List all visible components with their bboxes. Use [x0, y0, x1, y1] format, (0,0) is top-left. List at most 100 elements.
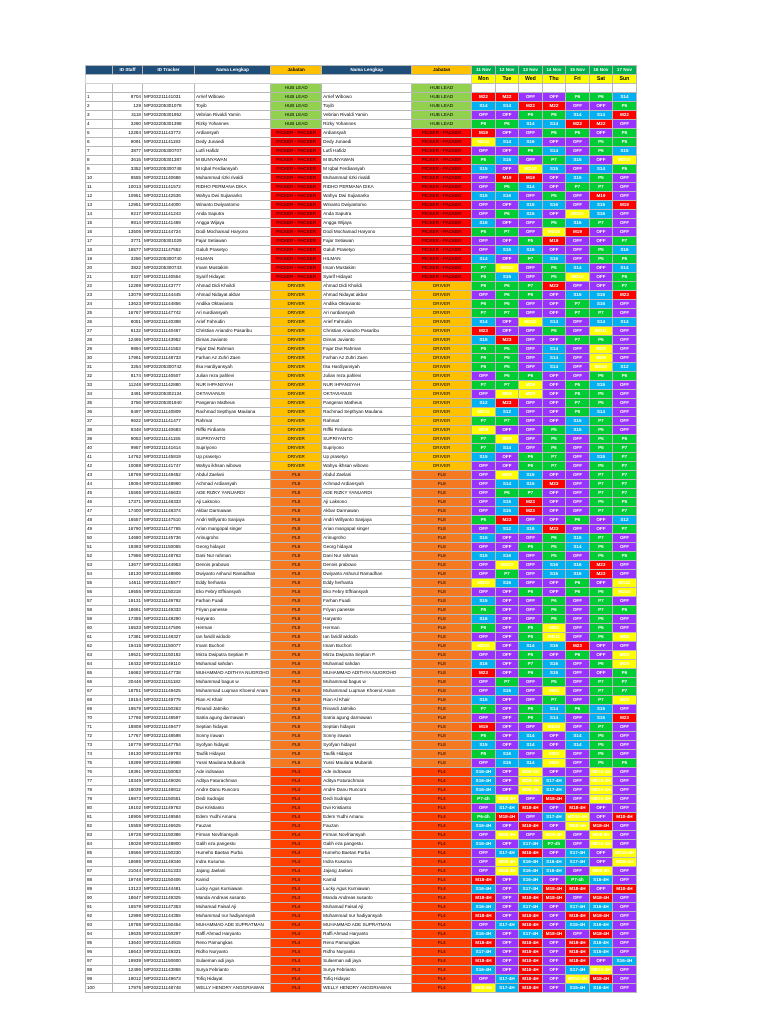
shift-cell: P6 — [541, 110, 567, 120]
shift-cell: S15 — [494, 245, 520, 255]
shift-cell: OFF — [518, 569, 543, 579]
name-cell-2: Christian Ariandro Pasaribu — [321, 326, 413, 336]
name-cell-2: Supriyono — [321, 443, 413, 453]
table-row: 45 15565 MP202211146633 ADE RIZKY YANUARDI F… — [85, 488, 637, 498]
header-day: Fri — [565, 74, 590, 84]
id-staff-cell: 19788 — [112, 920, 143, 930]
shift-cell: S14 — [541, 146, 567, 156]
shift-cell: P6 — [471, 119, 496, 129]
shift-cell: OFF — [588, 848, 614, 858]
shift-cell: S15 — [471, 551, 496, 561]
jabatan-cell-2: FL8 — [411, 704, 473, 714]
id-staff-cell: 18685 — [112, 857, 143, 867]
name-cell: Friyan panesse — [193, 605, 272, 615]
shift-cell: OFF — [518, 614, 543, 624]
shift-cell: OFF — [541, 488, 567, 498]
row-number: 55 — [85, 578, 113, 588]
shift-cell — [612, 83, 637, 93]
header-date: 14 Nov — [541, 65, 567, 75]
shift-cell: M22 — [471, 92, 496, 102]
shift-cell: OFF — [518, 560, 543, 570]
shift-cell: S14 — [471, 317, 496, 327]
row-number: 49 — [85, 524, 113, 534]
row-number: 11 — [85, 182, 113, 192]
shift-cell: M19 — [494, 173, 520, 183]
table-row: 93 19788 MP202211150454 MUHAMMAD ADE SUPRAT… — [85, 920, 637, 930]
jabatan-cell-2: FL8 — [411, 551, 473, 561]
shift-cell: P6 — [588, 587, 614, 597]
name-cell-2: Muhamad Faisal Aji — [321, 902, 413, 912]
table-row: 94 19635 MP202211150297 Raffi Ahmad Haryant… — [85, 929, 637, 939]
row-number: 43 — [85, 470, 113, 480]
shift-cell: S16 — [588, 299, 614, 309]
id-tracker-cell: MP202205300740 — [142, 254, 195, 264]
name-cell-2: Ahmad Nidayat akbar — [321, 290, 413, 300]
jabatan-cell-2: PICKER - PACKER — [411, 200, 473, 210]
shift-cell: OFF — [471, 677, 496, 687]
table-row: 16 13505 MP202211144724 Dodi Mochamad Haryo… — [85, 227, 637, 237]
jabatan-cell-2: DRIVER — [411, 407, 473, 417]
jabatan-cell-2: FL8 — [411, 623, 473, 633]
row-number: 39 — [85, 434, 113, 444]
jabatan-cell-2: FL8 — [411, 659, 473, 669]
shift-cell: P7 — [518, 254, 543, 264]
shift-cell: OFF — [541, 578, 567, 588]
id-staff-cell: 19102 — [112, 803, 143, 813]
id-staff-cell: 16779 — [112, 740, 143, 750]
shift-cell: OFF — [518, 218, 543, 228]
table-row: 29 9894 MP202211141553 Fajar Dwi Rahman DRIV… — [85, 344, 637, 354]
jabatan-cell-2: DRIVER — [411, 461, 473, 471]
jabatan-cell: DRIVER — [270, 326, 323, 336]
jabatan-cell-2: DRIVER — [411, 308, 473, 318]
shift-cell: P6 — [612, 668, 637, 678]
shift-cell: OFF — [588, 263, 614, 273]
shift-cell: P6 — [565, 515, 590, 525]
shift-cell: P6-4h — [471, 812, 496, 822]
jabatan-cell-2: FL8 — [411, 524, 473, 534]
shift-cell: OFF — [541, 731, 567, 741]
shift-cell: S16 — [588, 209, 614, 219]
jabatan-cell: PICKER - PACKER — [270, 146, 323, 156]
id-staff-cell: 18039 — [112, 785, 143, 795]
header-nama-lengkap: Nama Lengkap — [193, 65, 272, 75]
shift-cell: OFF — [518, 425, 543, 435]
id-tracker-cell: MP202211146625 — [142, 821, 195, 831]
row-number: 17 — [85, 236, 113, 246]
shift-cell: MD8 — [541, 686, 567, 696]
shift-cell: OFF — [541, 803, 567, 813]
name-cell: WELLY HENDRY ANGGRIAWAN — [193, 983, 272, 993]
shift-cell: OFF — [565, 506, 590, 516]
jabatan-cell: DRIVER — [270, 317, 323, 327]
name-cell-2: M BUNYAWAN — [321, 155, 413, 165]
table-row: 62 19415 MP202211150077 Imam Buchori FL8 Imam… — [85, 641, 637, 651]
jabatan-cell: PICKER - PACKER — [270, 137, 323, 147]
shift-cell: P5 — [612, 434, 637, 444]
shift-cell: OFF — [612, 416, 637, 426]
row-number: 7 — [85, 146, 113, 156]
table-row: 6 9091 MP202211141193 Dedy Junaedi PICKER - … — [85, 137, 637, 147]
shift-cell: OFF — [494, 632, 520, 642]
id-staff-cell: 19415 — [112, 641, 143, 651]
shift-cell: P5 — [541, 677, 567, 687]
jabatan-cell-2: FL8 — [411, 497, 473, 507]
shift-cell: OFF — [588, 641, 614, 651]
shift-cell: P6 — [588, 551, 614, 561]
name-cell: Rachmad Septhyan Maulana — [193, 407, 272, 417]
shift-cell: M23 — [588, 569, 614, 579]
shift-cell: P6 — [494, 290, 520, 300]
jabatan-cell-2: HUB LEAD — [411, 101, 473, 111]
table-row: 41 14762 MP202211145819 Up prasetyo DRIVER Up… — [85, 452, 637, 462]
row-number: 3 — [85, 110, 113, 120]
row-number: 62 — [85, 641, 113, 651]
shift-cell: OFF — [612, 299, 637, 309]
shift-cell: P7 — [565, 308, 590, 318]
jabatan-cell: FL8 — [270, 695, 323, 705]
row-number: 54 — [85, 569, 113, 579]
jabatan-cell-2: DRIVER — [411, 344, 473, 354]
id-tracker-cell: MP202211141572 — [142, 182, 195, 192]
shift-cell: OFF — [612, 704, 637, 714]
row-number: 4 — [85, 119, 113, 129]
jabatan-cell-2: FL8 — [411, 488, 473, 498]
name-cell-2: Tofiq Hidayat — [321, 974, 413, 984]
shift-cell: S16-4H — [541, 857, 567, 867]
